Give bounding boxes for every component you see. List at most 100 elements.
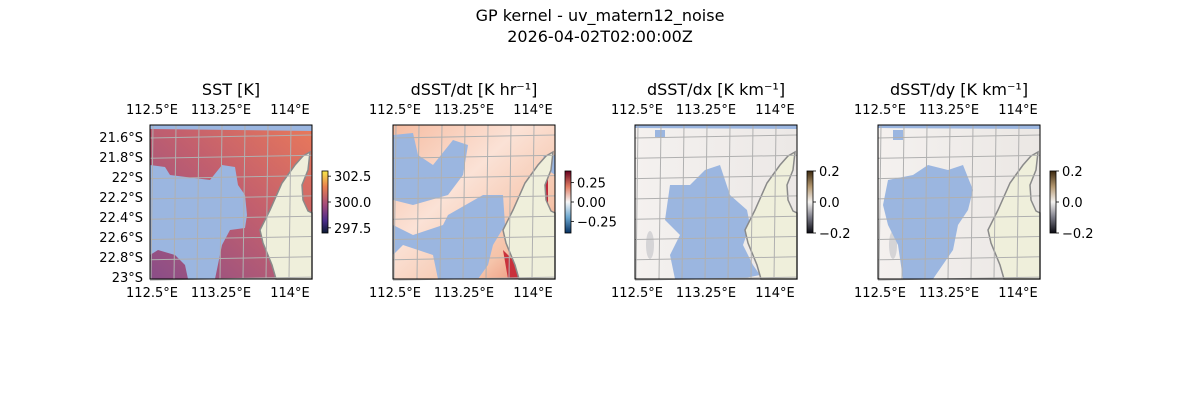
gridline-lon bbox=[508, 124, 512, 280]
gridline-lat bbox=[634, 215, 798, 220]
gridline-lat bbox=[149, 154, 313, 159]
gridline-lat bbox=[392, 256, 556, 261]
lon-tick-label-bottom: 113.25°E bbox=[919, 286, 979, 301]
colorbar: 0.2 0.0 −0.2 bbox=[806, 165, 851, 242]
masked-region bbox=[883, 165, 973, 279]
lon-tick-label-bottom: 114°E bbox=[998, 286, 1038, 301]
masked-region bbox=[893, 130, 903, 140]
lon-tick-label-bottom: 112.5°E bbox=[611, 286, 663, 301]
gridline-lon bbox=[288, 124, 292, 280]
colorbar-tick-label: −0.2 bbox=[819, 227, 851, 242]
gridline-lat bbox=[392, 215, 556, 220]
gridline-lon bbox=[681, 124, 685, 280]
colorbar: 302.5 300.0 297.5 bbox=[321, 170, 371, 237]
masked-region bbox=[150, 125, 312, 131]
lon-tick-label-top: 114°E bbox=[513, 103, 553, 118]
gridline-lat bbox=[877, 236, 1041, 240]
axes-frame bbox=[877, 124, 1041, 280]
gridline-lat bbox=[149, 195, 313, 200]
colorbar-tick-label: 0.00 bbox=[577, 196, 606, 211]
gridline-lon bbox=[773, 124, 777, 280]
lat-tick-label: 22.4°S bbox=[99, 211, 143, 226]
gridline-lat bbox=[634, 175, 798, 180]
masked-region bbox=[393, 133, 468, 205]
lon-tick-label-bottom: 113.25°E bbox=[191, 286, 251, 301]
gridline-lon bbox=[150, 124, 154, 280]
colorbar-tick-label: 302.5 bbox=[334, 170, 371, 185]
lon-tick-label-top: 112.5°E bbox=[854, 103, 906, 118]
gridline-lon bbox=[393, 124, 397, 280]
lon-tick-label-top: 112.5°E bbox=[126, 103, 178, 118]
map-panel-1: SST [K] 112.5°E 112.5°E 113.25°E 113.25°E 114… bbox=[99, 80, 371, 301]
lon-tick-label-bottom: 112.5°E bbox=[369, 286, 421, 301]
masked-region bbox=[878, 125, 1040, 129]
panel-title: SST [K] bbox=[202, 80, 260, 99]
gridline-lon bbox=[219, 124, 223, 280]
colorbar-bar bbox=[1049, 170, 1057, 234]
field-feature bbox=[646, 231, 654, 259]
colorbar-tick-label: 297.5 bbox=[334, 222, 371, 237]
colorbar-tick-label: −0.2 bbox=[1062, 227, 1094, 242]
gridline-lon bbox=[416, 124, 420, 280]
axes-frame bbox=[392, 124, 556, 280]
lat-tick-label: 23°S bbox=[112, 271, 143, 286]
gridline-lat bbox=[149, 236, 313, 240]
lon-tick-label-bottom: 114°E bbox=[755, 286, 795, 301]
panel-title: dSST/dt [K hr⁻¹] bbox=[411, 80, 538, 99]
gridline-lat bbox=[877, 215, 1041, 220]
lon-tick-label-top: 112.5°E bbox=[369, 103, 421, 118]
figure-subtitle: 2026-04-02T02:00:00Z bbox=[507, 27, 693, 46]
lat-tick-label: 22.6°S bbox=[99, 231, 143, 246]
gridline-lon bbox=[993, 124, 997, 280]
colorbar-bar bbox=[806, 170, 814, 234]
axes-frame bbox=[149, 124, 313, 280]
lat-tick-label: 22°S bbox=[112, 171, 143, 186]
lon-tick-label-top: 113.25°E bbox=[191, 103, 251, 118]
gridline-lat bbox=[392, 134, 556, 139]
gridline-lon bbox=[750, 124, 754, 280]
gridline-lat bbox=[149, 256, 313, 261]
gridline-lat bbox=[877, 195, 1041, 200]
masked-region bbox=[635, 125, 797, 129]
lon-tick-label-bottom: 113.25°E bbox=[434, 286, 494, 301]
gridline-lat bbox=[149, 215, 313, 220]
lon-tick-label-bottom: 114°E bbox=[513, 286, 553, 301]
gridline-lon bbox=[196, 124, 200, 280]
figure-title: GP kernel - uv_matern12_noise bbox=[475, 6, 725, 25]
gridline-lat bbox=[877, 154, 1041, 159]
gridline-lon bbox=[635, 124, 639, 280]
colorbar: 0.25 0.00 −0.25 bbox=[564, 170, 617, 234]
gridline-lon bbox=[242, 124, 246, 280]
lat-tick-label: 22.2°S bbox=[99, 191, 143, 206]
lon-tick-label-top: 113.25°E bbox=[919, 103, 979, 118]
colorbar-tick-label: 0.2 bbox=[1062, 165, 1083, 180]
panel-title: dSST/dy [K km⁻¹] bbox=[890, 80, 1028, 99]
colorbar-tick-label: 0.2 bbox=[819, 165, 840, 180]
gridline-lat bbox=[877, 256, 1041, 261]
gridline-lon bbox=[658, 124, 662, 280]
lon-tick-label-bottom: 113.25°E bbox=[676, 286, 736, 301]
gridline-lon bbox=[878, 124, 882, 280]
gridline-lat bbox=[877, 134, 1041, 139]
lat-tick-label: 21.8°S bbox=[99, 151, 143, 166]
gridline-lat bbox=[392, 175, 556, 180]
gridline-lon bbox=[901, 124, 905, 280]
gridline-lon bbox=[704, 124, 708, 280]
colorbar-tick-label: 0.0 bbox=[819, 196, 840, 211]
gridline-lon bbox=[485, 124, 489, 280]
lat-tick-label: 21.6°S bbox=[99, 131, 143, 146]
colorbar-tick-label: 300.0 bbox=[334, 196, 371, 211]
gridline-lon bbox=[924, 124, 928, 280]
axes-frame bbox=[634, 124, 798, 280]
gridline-lon bbox=[947, 124, 951, 280]
lon-tick-label-top: 114°E bbox=[998, 103, 1038, 118]
gridline-lon bbox=[531, 124, 535, 280]
gridline-lon bbox=[173, 124, 177, 280]
lon-tick-label-top: 113.25°E bbox=[434, 103, 494, 118]
colorbar-bar bbox=[321, 170, 329, 234]
gridline-lat bbox=[149, 134, 313, 139]
gridline-lon bbox=[1016, 124, 1020, 280]
gridline-lat bbox=[392, 236, 556, 240]
